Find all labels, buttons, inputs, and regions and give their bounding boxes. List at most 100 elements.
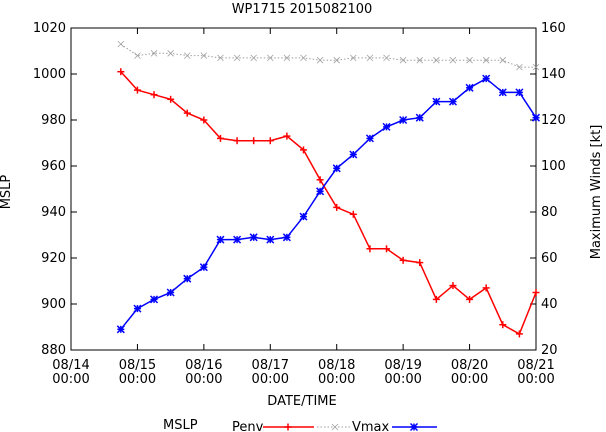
chart-title: WP1715 2015082100 [232,2,373,17]
data-point [117,40,125,48]
x-tick-label-time: 00:00 [119,372,156,387]
data-point [531,113,541,122]
data-point [499,321,507,329]
legend-title: MSLP [163,418,198,432]
data-point [283,54,291,62]
data-point [316,176,324,184]
legend-marker-series3 [409,422,419,432]
data-point [316,56,324,64]
data-point [532,63,540,71]
legend: MSLP Penv Vmax [163,418,437,432]
data-point [183,109,191,117]
x-tick-label-time: 00:00 [517,372,554,387]
data-point [482,74,491,83]
series-line-Penv [120,71,537,335]
data-point [316,187,325,196]
data-point [382,122,391,131]
data-point [383,54,390,62]
data-point [249,233,258,242]
data-point [167,50,174,57]
data-point [515,88,524,97]
data-point [399,56,407,64]
data-point [465,83,474,92]
data-point [300,54,307,62]
data-point [466,56,473,64]
data-point [183,274,192,283]
data-point [333,56,340,64]
data-point [482,56,490,64]
x-tick-label-time: 00:00 [318,372,355,387]
y-right-tick-label: 20 [541,343,558,358]
y-right-tick-label: 120 [541,113,566,128]
data-point [366,54,374,62]
y-left-tick-label: 1000 [33,67,66,82]
data-point [133,304,142,313]
x-tick-label-date: 08/18 [318,358,355,373]
x-tick-label-date: 08/17 [252,358,289,373]
y-right-tick-label: 80 [541,205,558,220]
data-point [365,134,374,143]
legend-label-penv: Penv [232,420,264,432]
data-point [216,235,225,244]
x-tick-label-date: 08/21 [517,358,554,373]
data-point [134,52,141,59]
x-tick-label-time: 00:00 [451,372,488,387]
y-left-tick-label: 920 [41,251,66,266]
legend-marker-vmax [331,423,339,431]
data-point [217,54,224,62]
legend-marker-penv [284,423,292,431]
y-left-tick-label: 960 [41,159,66,174]
data-point [183,52,191,59]
x-tick-label-date: 08/16 [185,358,222,373]
data-point [466,295,474,303]
y-axis-right-label: Maximum Winds [kt] [589,125,604,260]
data-point [299,212,308,221]
data-point [416,56,424,64]
data-point [199,263,208,272]
x-tick-label-time: 00:00 [185,372,222,387]
data-point [167,95,175,103]
data-point [116,325,125,334]
data-point [150,91,158,99]
y-left-tick-label: 1020 [33,21,66,36]
data-point [117,68,125,76]
series-line-Vmax [120,43,536,68]
legend-label-vmax: Vmax [352,420,390,432]
y-right-tick-label: 160 [541,21,566,36]
data-point [133,86,141,94]
data-point [200,116,208,124]
data-point [233,235,242,244]
data-point [416,259,424,267]
y-right-tick-label: 40 [541,297,558,312]
y-axis-left-label: MSLP [0,175,14,210]
data-point [383,245,391,253]
data-point [333,203,341,211]
data-point [282,233,291,242]
data-point [166,288,175,297]
data-point [433,56,440,64]
data-point [200,52,208,59]
data-point [399,256,407,264]
data-point [432,97,441,106]
y-left-tick-label: 900 [41,297,66,312]
data-point [349,150,358,159]
data-point [349,210,357,218]
data-point [267,54,274,62]
data-point [432,295,440,303]
data-point [366,245,374,253]
data-point [482,284,490,292]
plot-area: 880 900 920 940 960 980 1000 1020 20 40 60 80 100 120… [33,21,566,387]
y-right-tick-label: 140 [541,67,566,82]
data-point [150,50,158,57]
y-right-tick-label: 60 [541,251,558,266]
data-point [233,137,241,145]
x-tick-label-time: 00:00 [52,372,89,387]
x-tick-label-time: 00:00 [384,372,421,387]
data-point [499,56,507,64]
data-point [449,56,457,64]
data-point [266,137,274,145]
data-point [233,54,241,62]
x-tick-label-date: 08/19 [384,358,421,373]
data-point [415,113,424,122]
